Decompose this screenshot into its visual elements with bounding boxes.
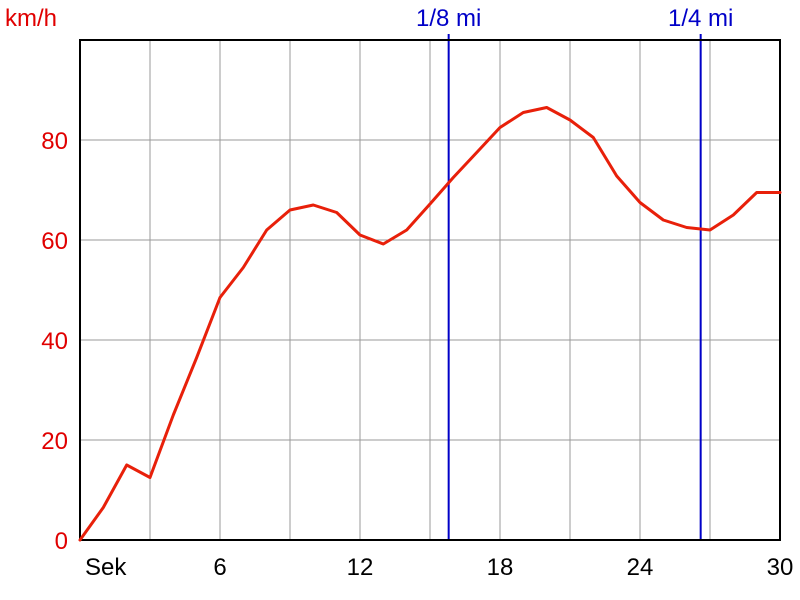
speed-series-line: [78, 106, 782, 542]
plot-frame: [79, 39, 781, 541]
series-layer: [78, 106, 782, 542]
y-tick-label: 40: [41, 328, 68, 355]
x-tick-label: 18: [487, 554, 514, 581]
distance-marker-label: 1/8 mi: [416, 5, 481, 32]
x-tick-label: 24: [627, 554, 654, 581]
y-tick-label: 60: [41, 228, 68, 255]
distance-marker-label: 1/4 mi: [668, 5, 733, 32]
x-tick-label: 30: [767, 554, 794, 581]
grid-lines: [80, 40, 780, 540]
distance-markers: 1/8 mi 1/4 mi: [416, 5, 733, 540]
x-axis-label: Sek: [85, 554, 127, 581]
x-tick-label: 12: [347, 554, 374, 581]
x-tick-label: 6: [213, 554, 226, 581]
y-tick-label: 80: [41, 128, 68, 155]
tick-labels: 0 20 40 60 80 6 12 18 24 30: [41, 128, 793, 581]
y-axis-label: km/h: [5, 5, 57, 32]
y-tick-label: 20: [41, 428, 68, 455]
y-tick-label: 0: [55, 528, 68, 555]
